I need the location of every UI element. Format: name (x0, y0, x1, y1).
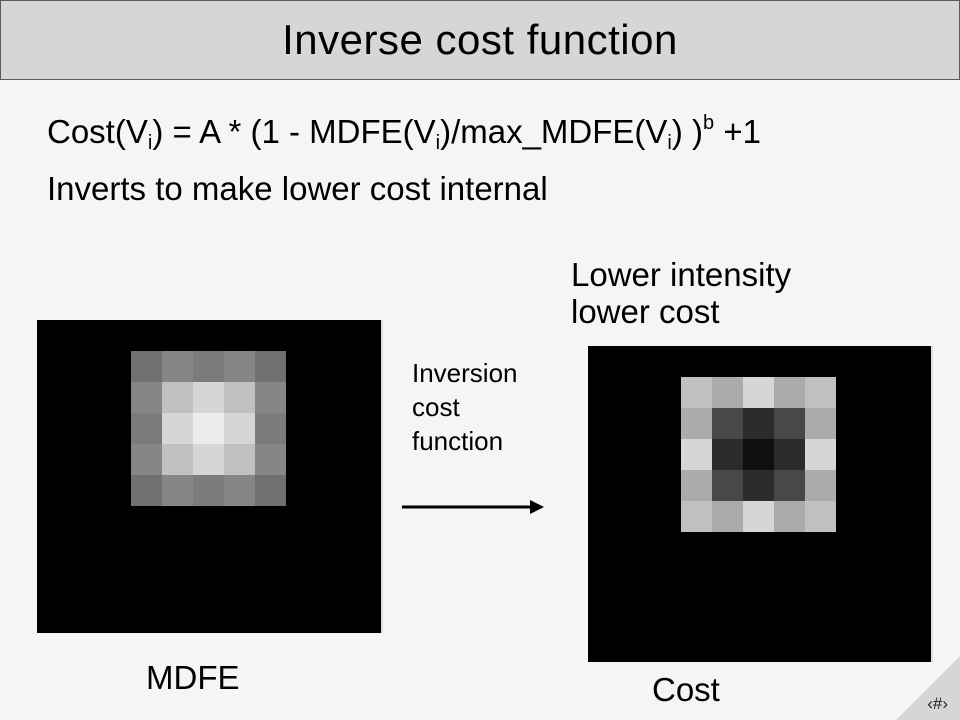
pixel-cell (712, 501, 743, 532)
pixel-cell (774, 408, 805, 439)
right-caption-line-2: lower cost (571, 293, 720, 330)
slide-number: ‹#› (927, 694, 948, 713)
pixel-cell (743, 439, 774, 470)
formula-part: )/max_MDFE(V (440, 113, 668, 150)
pixel-cell (131, 382, 162, 413)
cost-image (588, 346, 933, 662)
pixel-cell (712, 377, 743, 408)
formula-subscript: i (435, 132, 441, 154)
cost-pixel-grid (681, 377, 836, 532)
pixel-cell (681, 408, 712, 439)
pixel-cell (255, 475, 286, 506)
pixel-cell (255, 382, 286, 413)
formula-part: ) = A * (1 - MDFE(V (152, 113, 436, 150)
mdfe-image (37, 320, 383, 633)
formula-subscript: i (147, 132, 153, 154)
slide-title: Inverse cost function (282, 16, 678, 63)
right-caption: Lower intensity lower cost (571, 256, 791, 330)
pixel-cell (193, 475, 224, 506)
pixel-cell (712, 439, 743, 470)
pixel-cell (681, 470, 712, 501)
pixel-cell (712, 470, 743, 501)
pixel-cell (805, 439, 836, 470)
pixel-cell (743, 501, 774, 532)
formula-part: Cost(V (47, 113, 148, 150)
pixel-cell (712, 408, 743, 439)
right-arrow-icon (402, 500, 544, 514)
formula-part: +1 (714, 113, 761, 150)
pixel-cell (255, 413, 286, 444)
pixel-cell (193, 413, 224, 444)
pixel-cell (162, 351, 193, 382)
pixel-cell (774, 501, 805, 532)
pixel-cell (224, 351, 255, 382)
subtext: Inverts to make lower cost internal (47, 170, 548, 207)
cost-label: Cost (652, 671, 720, 708)
page-corner-fold (896, 656, 960, 720)
pixel-cell (162, 475, 193, 506)
formula-superscript: b (703, 112, 715, 134)
pixel-cell (131, 351, 162, 382)
pixel-cell (162, 382, 193, 413)
pixel-cell (774, 377, 805, 408)
pixel-cell (131, 413, 162, 444)
pixel-cell (162, 413, 193, 444)
pixel-cell (131, 475, 162, 506)
mdfe-label: MDFE (146, 659, 240, 696)
pixel-cell (743, 470, 774, 501)
pixel-cell (193, 351, 224, 382)
pixel-cell (743, 408, 774, 439)
pixel-cell (255, 351, 286, 382)
pixel-cell (193, 444, 224, 475)
pixel-cell (681, 377, 712, 408)
pixel-cell (224, 444, 255, 475)
pixel-cell (162, 444, 193, 475)
pixel-cell (805, 470, 836, 501)
formula-subscript: i (667, 132, 672, 154)
arrow-label-line-3: function (412, 426, 504, 456)
cost-formula: Cost(Vi) = A * (1 - MDFE(Vi)/max_MDFE(Vi… (47, 112, 761, 154)
pixel-cell (681, 501, 712, 532)
pixel-cell (224, 475, 255, 506)
pixel-cell (255, 444, 286, 475)
pixel-cell (224, 413, 255, 444)
pixel-cell (774, 470, 805, 501)
pixel-cell (774, 439, 805, 470)
pixel-cell (805, 501, 836, 532)
pixel-cell (805, 377, 836, 408)
title-bar: Inverse cost function (0, 0, 960, 80)
pixel-cell (224, 382, 255, 413)
pixel-cell (131, 444, 162, 475)
formula-part: ) ) (671, 113, 704, 150)
pixel-cell (805, 408, 836, 439)
right-caption-line-1: Lower intensity (571, 256, 792, 293)
mdfe-pixel-grid (131, 351, 286, 506)
pixel-cell (193, 382, 224, 413)
pixel-cell (743, 377, 774, 408)
pixel-cell (681, 439, 712, 470)
arrow-label-line-2: cost (412, 392, 460, 422)
arrow-label: Inversion cost function (412, 356, 518, 458)
arrow-label-line-1: Inversion (412, 358, 518, 388)
